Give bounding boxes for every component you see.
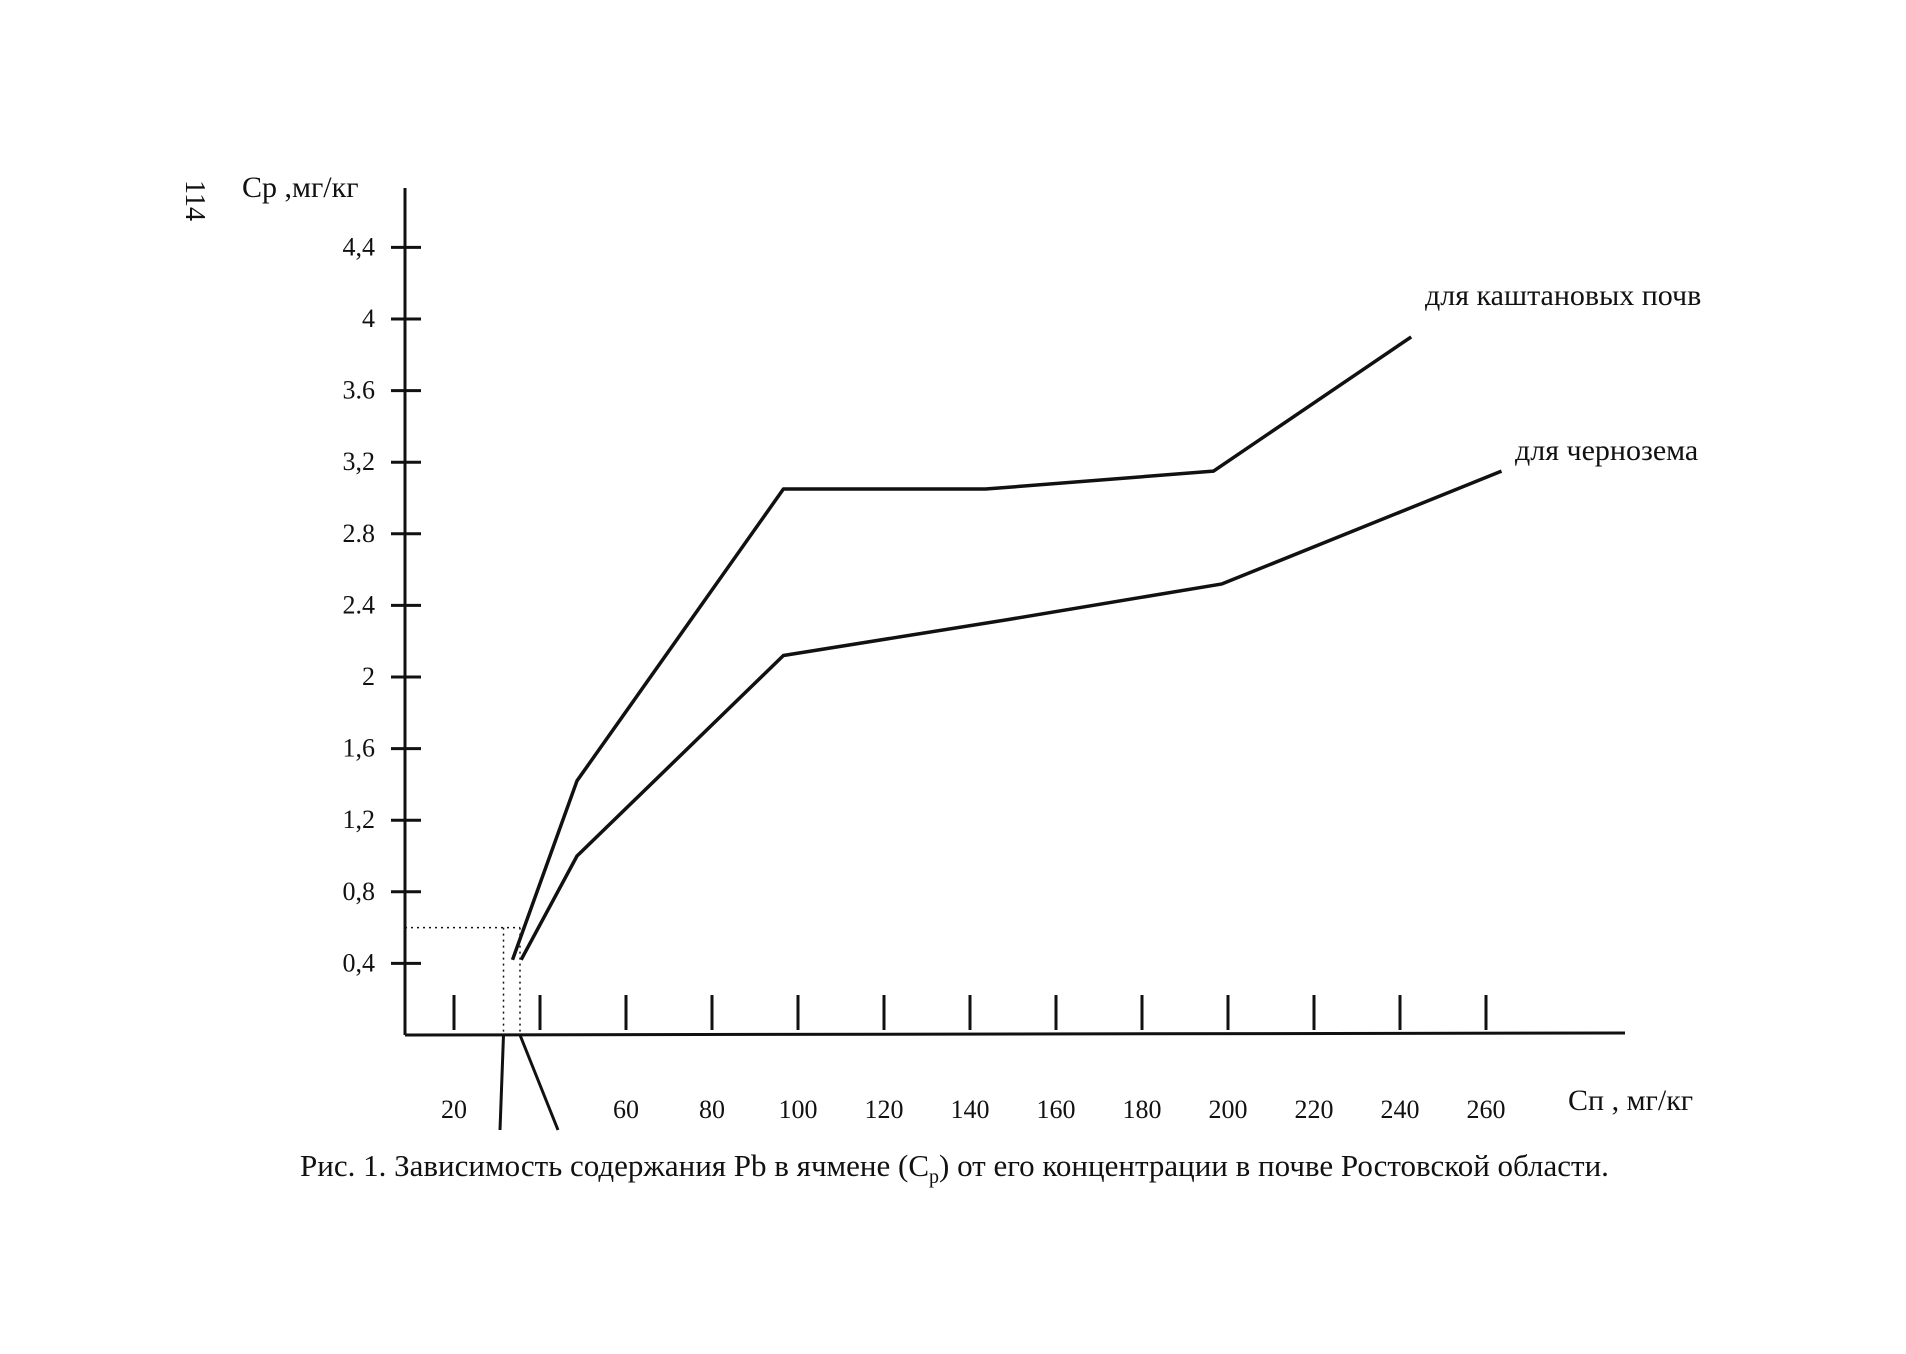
caption-prefix: Рис. 1. Зависимость содержания Pb в ячме… [300, 1148, 930, 1183]
figure-caption: Рис. 1. Зависимость содержания Pb в ячме… [300, 1148, 1720, 1189]
y-axis-title: Cp ,мг/кг [242, 171, 359, 204]
series-label: для чернозема [1515, 434, 1698, 467]
y-tick-label: 4 [362, 304, 375, 333]
x-axis-line [404, 1031, 1626, 1037]
x-tick-label: 160 [1037, 1095, 1076, 1124]
tick-labels: 0,4 0,8 1,2 1,6 2 2.4 2.8 3,2 3.6 4 4,4 20 60 80 100 12… [343, 232, 1702, 1124]
y-tick-label: 2.4 [343, 590, 376, 619]
series-layer [510, 335, 1503, 961]
x-tick-label: 220 [1295, 1095, 1334, 1124]
y-axis-title-text: Cp ,мг/кг [242, 171, 359, 204]
caption-suffix: ) от его концентрации в почве Ростовской… [939, 1148, 1609, 1183]
annotation-guides [405, 926, 560, 1131]
y-tick-label: 0,8 [343, 877, 376, 906]
x-tick-label: 240 [1381, 1095, 1420, 1124]
x-tick-label: 180 [1123, 1095, 1162, 1124]
series-line [519, 469, 1503, 961]
series-line [510, 335, 1413, 961]
y-tick-label: 3,2 [343, 447, 376, 476]
series-label: для каштановых почв [1425, 279, 1701, 312]
y-tick-label: 0,4 [343, 948, 376, 977]
y-tick-label: 3.6 [343, 376, 376, 405]
projection-line [518, 1034, 560, 1131]
projection-line [498, 1034, 505, 1131]
x-tick-label: 20 [441, 1095, 467, 1124]
y-tick-label: 1,6 [343, 734, 376, 763]
x-tick-label: 80 [699, 1095, 725, 1124]
page-number: 114 [179, 180, 210, 221]
x-tick-label: 120 [865, 1095, 904, 1124]
x-tick-label: 100 [779, 1095, 818, 1124]
x-axis-title: Сп , мг/кг [1568, 1084, 1693, 1117]
x-tick-label: 260 [1467, 1095, 1506, 1124]
x-tick-label: 60 [613, 1095, 639, 1124]
y-tick-label: 2 [362, 662, 375, 691]
x-tick-label: 200 [1209, 1095, 1248, 1124]
x-tick-label: 140 [951, 1095, 990, 1124]
y-tick-label: 1,2 [343, 805, 376, 834]
y-tick-label: 2.8 [343, 519, 376, 548]
y-tick-label: 4,4 [343, 232, 376, 261]
caption-subscript: р [929, 1166, 940, 1189]
axes [391, 188, 1626, 1037]
